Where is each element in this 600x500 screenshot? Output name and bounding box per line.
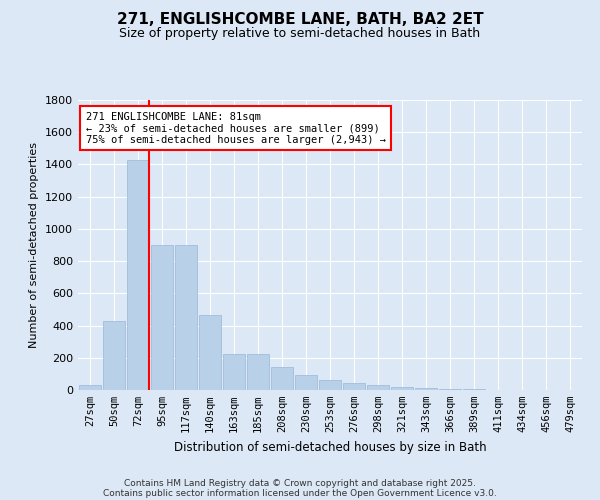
- Text: Size of property relative to semi-detached houses in Bath: Size of property relative to semi-detach…: [119, 28, 481, 40]
- Text: Contains public sector information licensed under the Open Government Licence v3: Contains public sector information licen…: [103, 488, 497, 498]
- Bar: [319, 380, 341, 390]
- Bar: [247, 354, 269, 390]
- Text: Contains HM Land Registry data © Crown copyright and database right 2025.: Contains HM Land Registry data © Crown c…: [124, 478, 476, 488]
- Bar: [367, 386, 389, 390]
- Bar: [199, 315, 221, 390]
- Bar: [295, 374, 317, 390]
- Bar: [271, 368, 293, 390]
- Bar: [223, 354, 245, 390]
- Bar: [463, 389, 485, 390]
- Y-axis label: Number of semi-detached properties: Number of semi-detached properties: [29, 142, 40, 348]
- Bar: [151, 245, 173, 390]
- Bar: [391, 387, 413, 390]
- Bar: [175, 245, 197, 390]
- Bar: [343, 383, 365, 390]
- X-axis label: Distribution of semi-detached houses by size in Bath: Distribution of semi-detached houses by …: [173, 440, 487, 454]
- Bar: [79, 386, 101, 390]
- Text: 271, ENGLISHCOMBE LANE, BATH, BA2 2ET: 271, ENGLISHCOMBE LANE, BATH, BA2 2ET: [116, 12, 484, 28]
- Bar: [439, 388, 461, 390]
- Text: 271 ENGLISHCOMBE LANE: 81sqm
← 23% of semi-detached houses are smaller (899)
75%: 271 ENGLISHCOMBE LANE: 81sqm ← 23% of se…: [86, 112, 386, 145]
- Bar: [103, 320, 125, 390]
- Bar: [127, 160, 149, 390]
- Bar: [415, 388, 437, 390]
